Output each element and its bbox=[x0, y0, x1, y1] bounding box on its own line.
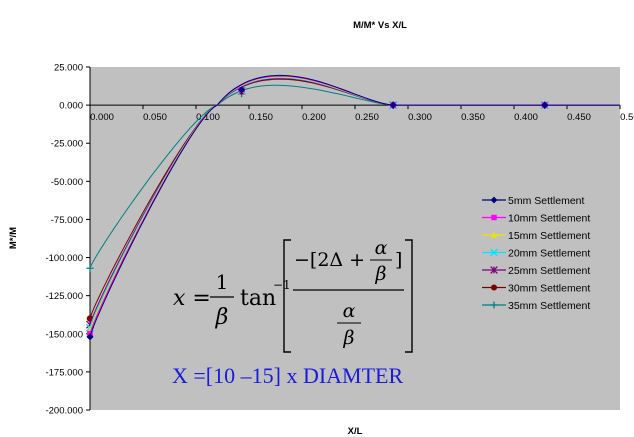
series-marker bbox=[490, 248, 498, 257]
series-marker bbox=[237, 86, 246, 94]
legend-label: 25mm Settlement bbox=[508, 265, 590, 277]
legend-entry: 5mm Settlement bbox=[482, 195, 585, 207]
diameter-note: X =[10 –15] x DIAMTER bbox=[172, 363, 403, 388]
series-marker bbox=[491, 214, 497, 221]
formula-annotation: x = 1 β tan −1 −[2Δ + α β ] α β bbox=[173, 237, 413, 353]
series-line bbox=[89, 84, 620, 269]
x-tick-label: 0.000 bbox=[90, 112, 114, 123]
legend-entry: 30mm Settlement bbox=[482, 283, 590, 295]
legend-label: 20mm Settlement bbox=[508, 248, 590, 260]
series-marker bbox=[490, 231, 498, 238]
series-marker bbox=[389, 101, 397, 109]
formula-func: tan bbox=[240, 286, 276, 311]
series-marker bbox=[541, 101, 549, 109]
series-marker bbox=[490, 301, 498, 309]
legend-entry: 10mm Settlement bbox=[482, 213, 590, 225]
plot-area bbox=[90, 67, 620, 410]
formula-exponent: −1 bbox=[273, 278, 291, 292]
series-marker bbox=[490, 196, 498, 204]
series-marker bbox=[86, 333, 94, 341]
y-tick-label: -175.000 bbox=[45, 367, 83, 378]
x-tick-label: 0.450 bbox=[567, 112, 591, 123]
legend-label: 5mm Settlement bbox=[508, 195, 585, 207]
formula-left-bracket bbox=[283, 239, 291, 353]
y-tick-label: 25.000 bbox=[54, 63, 83, 74]
formula-den-alpha: α bbox=[343, 300, 356, 322]
y-tick-label: -200.000 bbox=[45, 406, 83, 417]
y-axis-title: M*/M bbox=[8, 227, 19, 249]
y-tick-label: -150.000 bbox=[45, 329, 83, 340]
series-layer bbox=[85, 74, 620, 341]
y-axis: 25.000 0.000 -25.000 -50.000 -75.000 -100.000… bbox=[45, 63, 91, 417]
y-tick-label: -25.000 bbox=[51, 139, 83, 150]
legend-label: 10mm Settlement bbox=[508, 213, 590, 225]
legend-entry: 15mm Settlement bbox=[482, 230, 590, 242]
formula-right-bracket bbox=[405, 239, 413, 353]
legend-entry: 25mm Settlement bbox=[482, 265, 590, 277]
x-tick-label: 0.350 bbox=[461, 112, 485, 123]
formula-inner-alpha: α bbox=[375, 237, 388, 259]
x-axis-title: X/L bbox=[348, 426, 363, 437]
y-tick-label: -100.000 bbox=[45, 253, 83, 264]
legend: 5mm Settlement 10mm Settlement 15mm Settle… bbox=[482, 195, 590, 312]
series-marker bbox=[490, 284, 498, 291]
legend-label: 15mm Settlement bbox=[508, 230, 590, 242]
formula-inner-right: ] bbox=[395, 249, 402, 271]
formula-frac-num: 1 bbox=[216, 270, 229, 294]
series-line bbox=[89, 74, 620, 337]
x-tick-label: 0.250 bbox=[355, 112, 379, 123]
x-tick-label: 0.400 bbox=[514, 112, 538, 123]
series-marker bbox=[490, 266, 498, 274]
x-tick-label: 0.100 bbox=[196, 112, 220, 123]
series-5mm-settlement bbox=[86, 74, 620, 341]
x-tick-label: 0.500 bbox=[620, 112, 634, 123]
y-tick-label: -50.000 bbox=[51, 177, 83, 188]
legend-entry: 35mm Settlement bbox=[482, 300, 590, 312]
y-tick-label: -75.000 bbox=[51, 215, 83, 226]
legend-entry: 20mm Settlement bbox=[482, 248, 590, 260]
chart-title: M/M* Vs X/L bbox=[353, 20, 407, 31]
formula-inner-beta-small: β bbox=[375, 263, 387, 285]
legend-label: 30mm Settlement bbox=[508, 283, 590, 295]
formula-inner-left: −[2Δ + bbox=[294, 249, 365, 271]
x-tick-label: 0.200 bbox=[302, 112, 326, 123]
formula-frac-den: β bbox=[215, 305, 229, 330]
x-tick-label: 0.150 bbox=[249, 112, 273, 123]
x-tick-label: 0.300 bbox=[408, 112, 432, 123]
series-marker bbox=[86, 264, 94, 272]
formula-lhs: x = bbox=[173, 286, 211, 311]
x-tick-label: 0.050 bbox=[143, 112, 167, 123]
formula-den-beta: β bbox=[343, 327, 355, 349]
y-tick-label: -125.000 bbox=[45, 291, 83, 302]
legend-label: 35mm Settlement bbox=[508, 300, 590, 312]
y-tick-label: 0.000 bbox=[59, 101, 83, 112]
